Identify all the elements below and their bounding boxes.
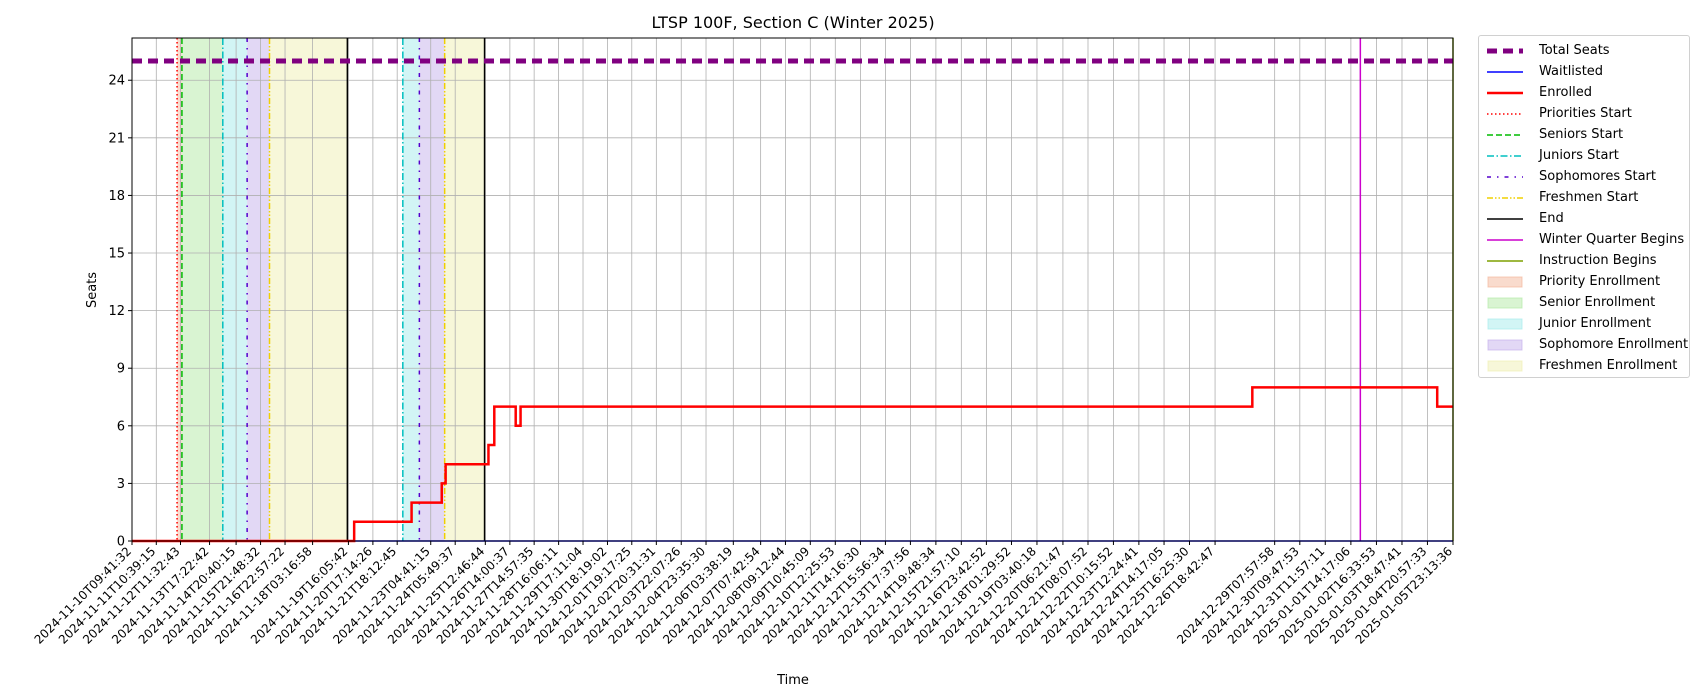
legend-entry: End [1479,208,1689,229]
legend-swatch [1487,259,1523,262]
legend-label: Seniors Start [1539,127,1624,142]
legend-entry: Enrolled [1479,82,1689,103]
y-axis-label: Seats [85,272,100,308]
event-lines [176,38,1454,541]
legend-swatch [1487,318,1523,329]
y-tick-label: 0 [117,535,125,550]
enrollment-span [402,38,420,541]
legend-label: Total Seats [1539,43,1610,58]
axes [131,37,1454,542]
legend-label: Sophomores Start [1539,169,1656,184]
legend-swatch [1487,238,1523,241]
legend-label: Instruction Begins [1539,253,1657,268]
enrollment-span [247,38,270,541]
legend: Total Seats Waitlisted Enrolled Priorities … [1478,35,1690,378]
enrollment-span [181,38,223,541]
legend-entry: Juniors Start [1479,145,1689,166]
legend-entry: Freshmen Enrollment [1479,355,1689,376]
enrollment-spans [177,38,485,541]
y-tick-label: 24 [108,74,125,89]
legend-entry: Winter Quarter Begins [1479,229,1689,250]
legend-entry: Senior Enrollment [1479,292,1689,313]
enrollment-span [222,38,248,541]
y-tick-label: 3 [117,477,125,492]
legend-label: Priorities Start [1539,106,1632,121]
legend-label: Enrolled [1539,85,1592,100]
y-tick-label: 9 [117,362,125,377]
legend-entry: Freshmen Start [1479,187,1689,208]
legend-label: Priority Enrollment [1539,274,1661,289]
legend-swatch [1487,48,1523,53]
plot-frame [131,37,1454,542]
y-tick-label: 15 [108,247,125,262]
chart-title: LTSP 100F, Section C (Winter 2025) [651,13,934,32]
y-ticks: 0 3 6 9 12 15 18 21 24 [108,74,132,550]
legend-entry: Instruction Begins [1479,250,1689,271]
legend-entry: Sophomore Enrollment [1479,334,1689,355]
legend-swatch [1487,91,1523,94]
legend-swatch [1487,196,1523,199]
legend-label: Senior Enrollment [1539,295,1656,310]
legend-entry: Seniors Start [1479,124,1689,145]
enrollment-span [269,38,348,541]
legend-swatch [1487,339,1523,350]
legend-label: Freshmen Start [1539,190,1639,205]
x-axis-label: Time [776,673,809,688]
legend-entry: Junior Enrollment [1479,313,1689,334]
legend-entry: Sophomores Start [1479,166,1689,187]
legend-swatch [1487,276,1523,287]
legend-swatch [1487,133,1523,136]
legend-label: Waitlisted [1539,64,1604,79]
legend-swatch [1487,175,1523,178]
legend-entry: Waitlisted [1479,61,1689,82]
legend-swatch [1487,70,1523,73]
legend-label: Junior Enrollment [1539,316,1652,331]
legend-patch [1487,318,1523,329]
legend-label: End [1539,211,1564,226]
legend-patch [1487,339,1523,350]
legend-entry: Priority Enrollment [1479,271,1689,292]
y-tick-label: 18 [108,189,125,204]
legend-label: Freshmen Enrollment [1539,358,1678,373]
enrollment-span [177,38,182,541]
legend-entry: Priorities Start [1479,103,1689,124]
enrollment-span [419,38,445,541]
legend-patch [1487,276,1523,287]
y-tick-label: 21 [108,131,125,146]
x-ticks: 2024-11-10T09:41:322024-11-11T10:39:1520… [32,541,1455,647]
legend-label: Winter Quarter Begins [1539,232,1685,247]
legend-patch [1487,360,1523,371]
legend-patch [1487,297,1523,308]
legend-label: Juniors Start [1539,148,1619,163]
legend-swatch [1487,112,1523,115]
enrollment-span [444,38,485,541]
y-tick-label: 12 [108,304,125,319]
series-line [132,386,1453,543]
grid-lines [131,38,1454,542]
legend-swatch [1487,154,1523,157]
legend-label: Sophomore Enrollment [1539,337,1689,352]
legend-swatch [1487,297,1523,308]
legend-entry: Total Seats [1479,40,1689,61]
legend-swatch [1487,217,1523,220]
y-tick-label: 6 [117,419,125,434]
legend-swatch [1487,360,1523,371]
